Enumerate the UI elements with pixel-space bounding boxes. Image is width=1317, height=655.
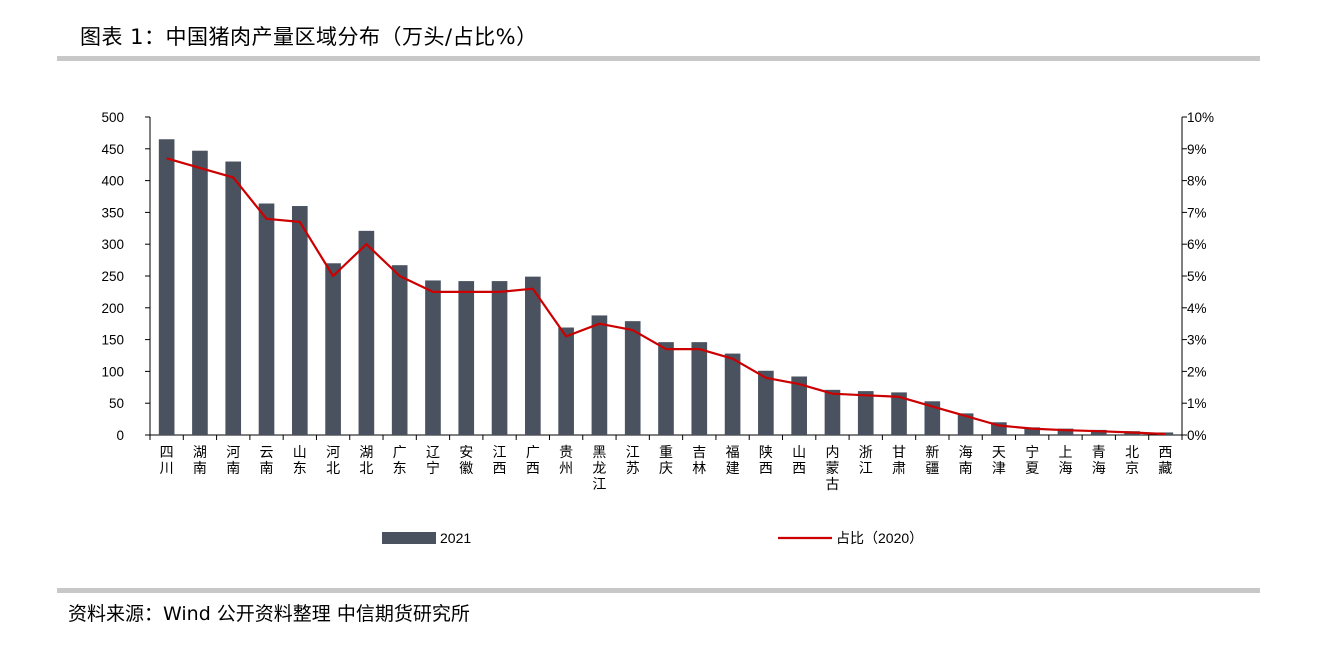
y-left-tick-label: 50 <box>109 396 124 411</box>
category-label: 重庆 <box>659 445 673 477</box>
y-right-tick-label: 9% <box>1187 142 1207 157</box>
category-label: 山东 <box>293 445 307 477</box>
category-label: 黑龙江 <box>592 445 606 493</box>
legend: 2021 占比（2020） <box>382 530 923 546</box>
category-label: 安徽 <box>459 445 473 477</box>
y-right-tick-label: 6% <box>1187 237 1207 252</box>
category-label: 江苏 <box>626 445 640 477</box>
y-right-tick-label: 4% <box>1187 301 1207 316</box>
y-left-tick-label: 100 <box>101 364 124 379</box>
category-label: 四川 <box>160 445 174 477</box>
bar-宁夏 <box>1024 427 1041 435</box>
category-label: 新疆 <box>925 445 939 477</box>
bar-湖北 <box>358 230 375 435</box>
category-label: 内蒙古 <box>825 445 839 493</box>
category-label: 河南 <box>226 445 240 477</box>
bar-series-2021 <box>158 139 1174 435</box>
bar-广西 <box>525 276 541 435</box>
category-label: 福建 <box>726 445 740 477</box>
y-right-tick-label: 0% <box>1187 428 1207 443</box>
line-series-share-2020 <box>166 157 1166 436</box>
bar-青海 <box>1090 429 1107 435</box>
category-label: 吉林 <box>692 445 706 477</box>
y-right-tick-label: 10% <box>1187 110 1214 125</box>
footer-divider <box>57 588 1260 593</box>
category-label: 江西 <box>493 445 507 477</box>
y-left-tick-label: 450 <box>101 142 124 157</box>
bar-重庆 <box>658 342 674 435</box>
category-label: 湖北 <box>359 445 373 477</box>
y-right-tick-label: 5% <box>1187 269 1207 284</box>
title-divider <box>57 56 1260 61</box>
y-right-tick-label: 2% <box>1187 364 1207 379</box>
bar-山东 <box>291 206 308 435</box>
category-label: 云南 <box>260 445 274 477</box>
bar-云南 <box>258 203 275 435</box>
bar-广东 <box>391 265 408 435</box>
category-label: 贵州 <box>559 445 573 477</box>
bar-安徽 <box>458 281 475 435</box>
bar-湖南 <box>192 150 208 435</box>
bar-甘肃 <box>891 392 907 435</box>
category-label: 辽宁 <box>426 445 440 477</box>
axes-group: 0 50 100 150 200 250 300 350 400 450 500 0% 1% 2% 3% 4%… <box>101 110 1214 443</box>
y-left-tick-label: 300 <box>101 237 124 252</box>
y-left-tick-label: 0 <box>116 428 124 443</box>
category-label: 青海 <box>1092 445 1106 477</box>
y-left-tick-label: 250 <box>101 269 124 284</box>
bar-黑龙江 <box>591 315 608 435</box>
y-left-tick-label: 400 <box>101 174 124 189</box>
bar-上海 <box>1057 428 1074 435</box>
category-label: 上海 <box>1058 445 1072 477</box>
bar-福建 <box>724 353 741 435</box>
bar-海南 <box>957 413 974 435</box>
y-right-tick-label: 3% <box>1187 333 1207 348</box>
category-label: 天津 <box>992 445 1006 477</box>
legend-label-share: 占比（2020） <box>836 530 923 546</box>
bar-河北 <box>325 263 341 435</box>
category-label: 河北 <box>326 445 340 477</box>
category-label: 广西 <box>526 445 540 477</box>
y-left-tick-label: 500 <box>101 110 124 125</box>
y-left-tick-label: 200 <box>101 301 124 316</box>
chart-title: 图表 1：中国猪肉产量区域分布（万头/占比%） <box>80 25 538 49</box>
bar-陕西 <box>758 370 774 435</box>
category-label: 西藏 <box>1158 445 1172 477</box>
category-label: 浙江 <box>859 445 873 477</box>
category-label: 北京 <box>1125 445 1139 477</box>
bar-河南 <box>225 161 242 435</box>
bar-江西 <box>491 281 508 435</box>
y-right-tick-label: 7% <box>1187 205 1207 220</box>
category-label: 宁夏 <box>1025 444 1039 477</box>
category-label: 湖南 <box>193 445 207 477</box>
bar-新疆 <box>924 401 941 435</box>
bar-浙江 <box>857 391 874 435</box>
bar-山西 <box>791 376 807 435</box>
bar-贵州 <box>558 327 574 435</box>
y-right-tick-label: 8% <box>1187 174 1207 189</box>
y-left-tick-label: 350 <box>101 205 124 220</box>
bar-江苏 <box>624 321 641 435</box>
legend-label-2021: 2021 <box>440 530 471 546</box>
category-label: 海南 <box>959 445 973 477</box>
bar-辽宁 <box>425 280 441 435</box>
y-right-tick-label: 1% <box>1187 396 1207 411</box>
category-label: 陕西 <box>759 445 773 477</box>
bar-吉林 <box>691 342 708 435</box>
category-label: 山西 <box>792 445 806 477</box>
category-label: 广东 <box>393 445 407 477</box>
source-note: 资料来源：Wind 公开资料整理 中信期货研究所 <box>68 603 470 625</box>
y-left-tick-label: 150 <box>101 333 124 348</box>
legend-swatch-bar <box>382 532 436 544</box>
bar-内蒙古 <box>824 389 841 435</box>
category-label: 甘肃 <box>892 445 906 477</box>
bar-四川 <box>158 139 175 435</box>
